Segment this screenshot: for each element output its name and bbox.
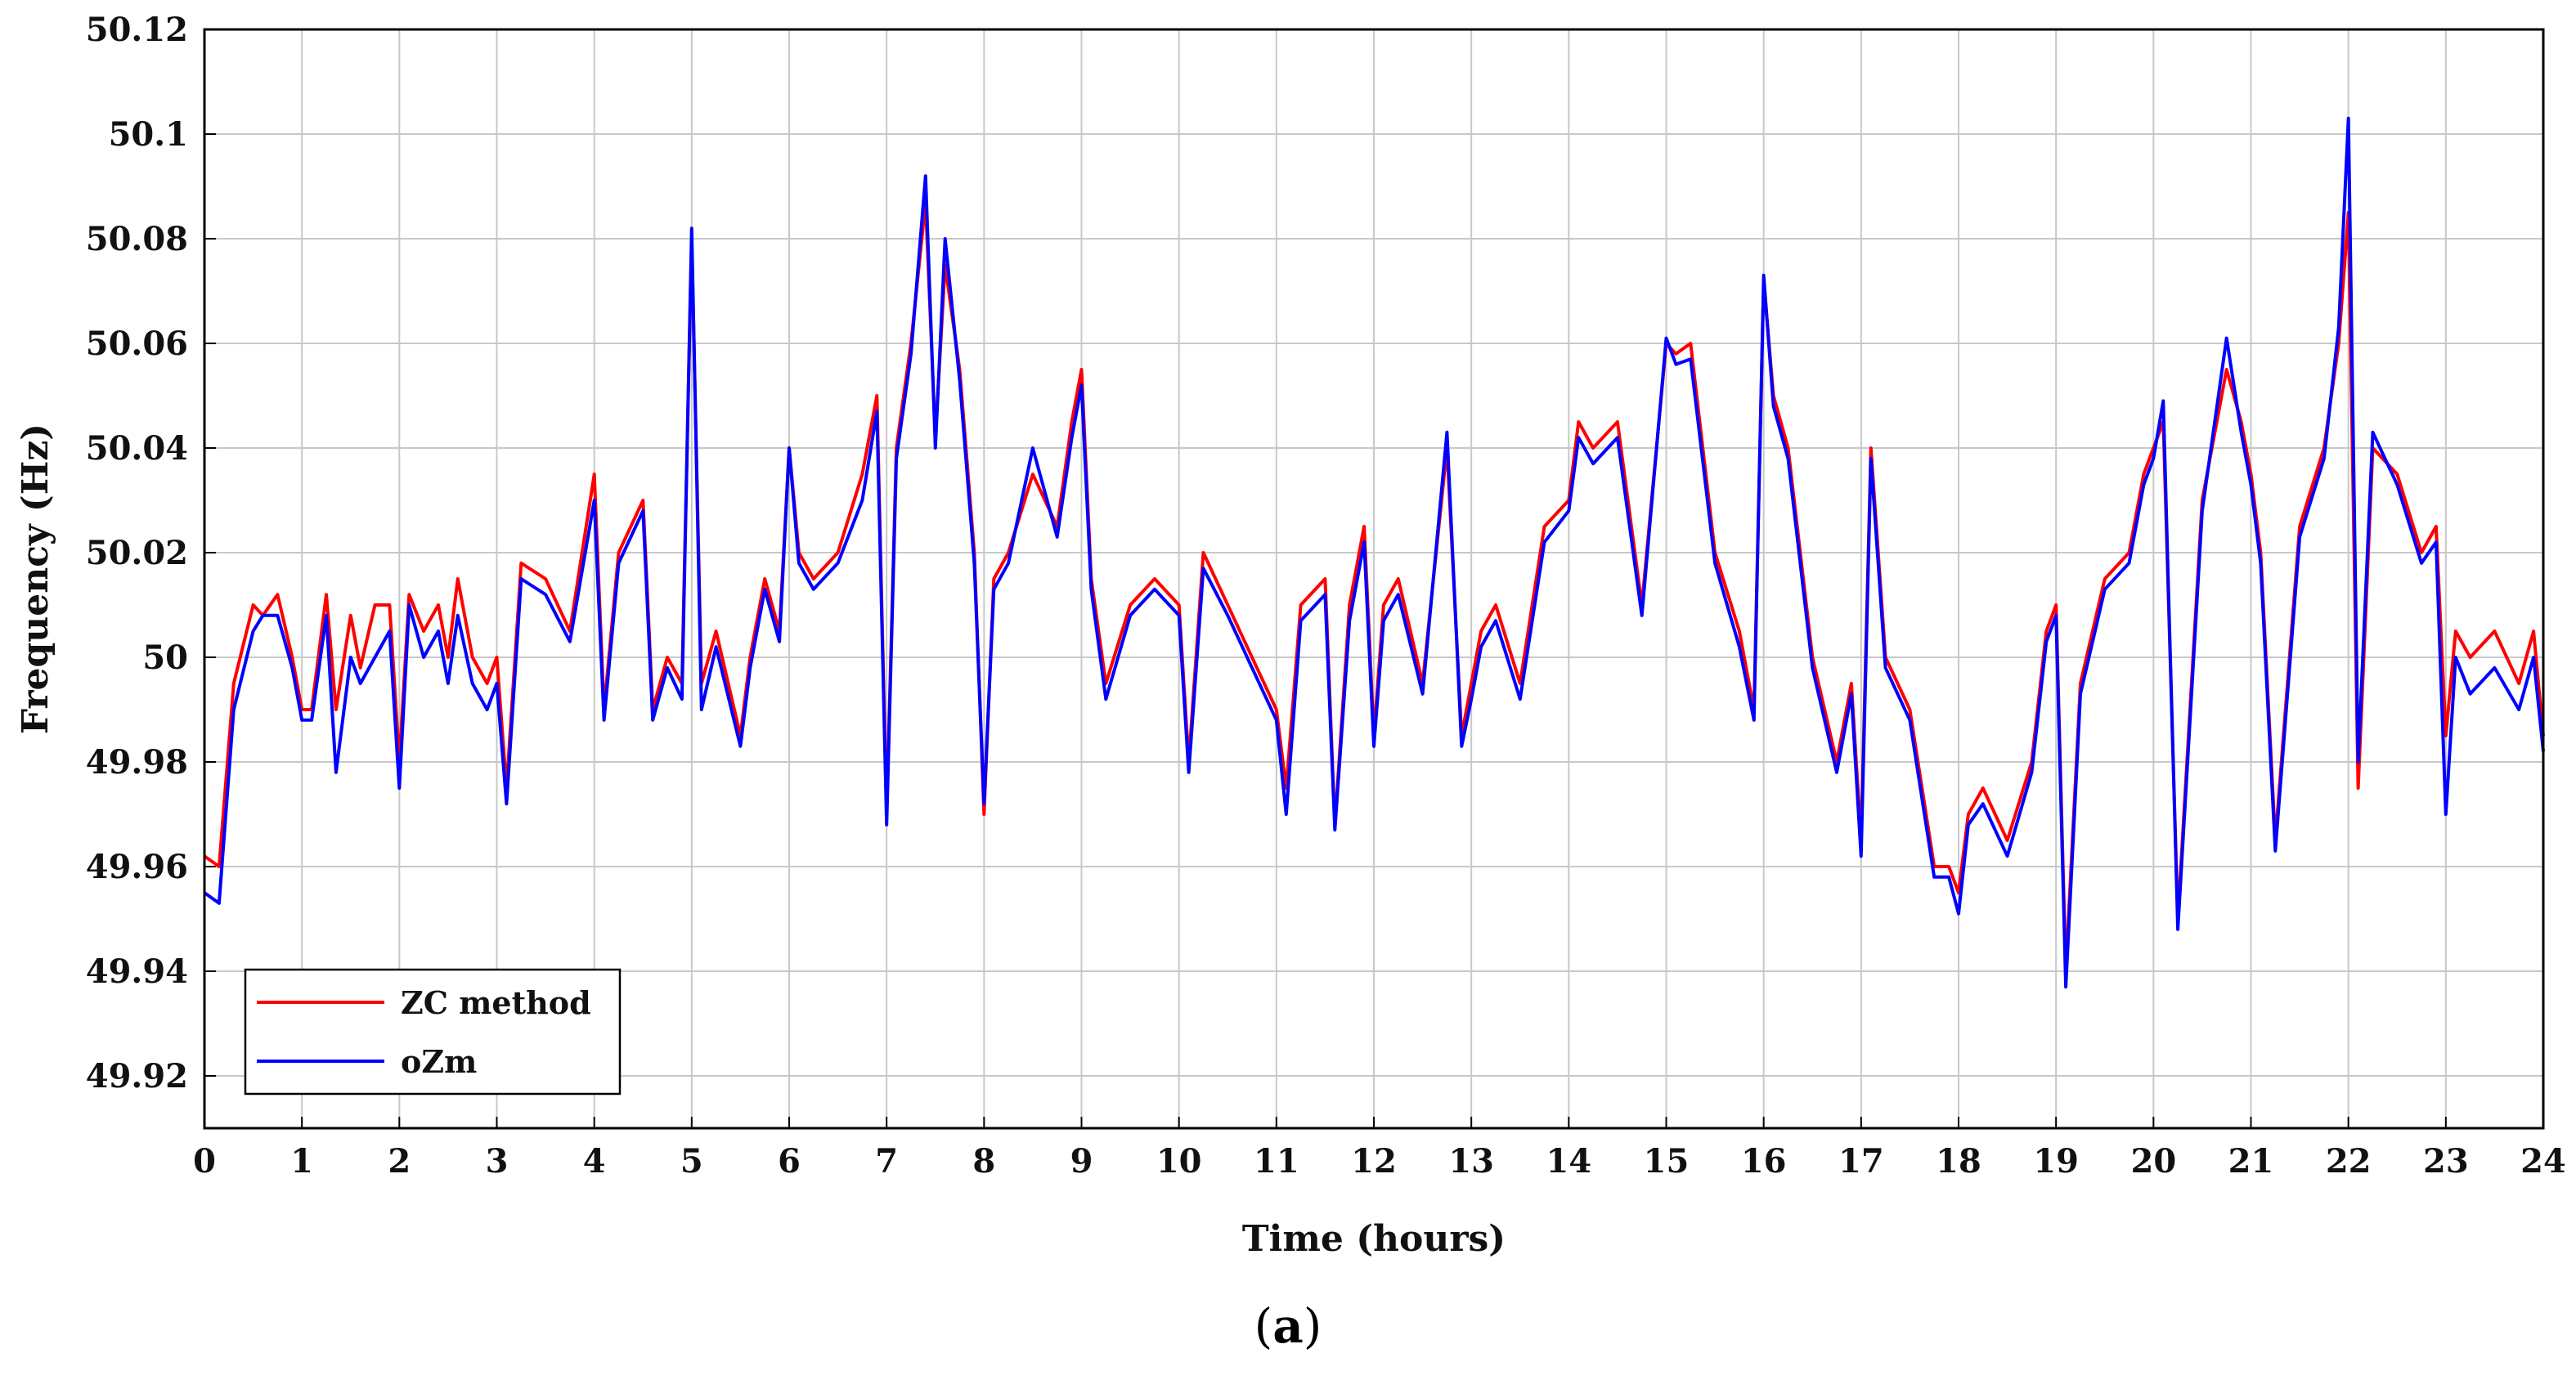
grid-layer [204,29,2544,1128]
x-axis-title: Time (hours) [1242,1218,1506,1260]
x-tick-label: 18 [1936,1142,1981,1181]
legend-label-zc-method: ZC method [401,984,591,1021]
y-tick-label: 50 [142,638,188,677]
series-layer [203,116,2545,989]
legend-box [244,968,622,1095]
y-tick-label: 50.12 [86,11,188,49]
y-tick-label: 50.08 [86,220,188,258]
x-tick-label: 11 [1254,1142,1299,1181]
y-axis-title: Frequency (Hz) [15,423,56,734]
x-tick-label: 1 [290,1142,313,1181]
x-tick-label: 3 [486,1142,509,1181]
x-tick-label: 9 [1070,1142,1093,1181]
x-tick-label: 13 [1448,1142,1494,1181]
y-tick-label: 49.96 [86,848,188,886]
x-tick-label: 16 [1741,1142,1787,1181]
x-tick-label: 22 [2326,1142,2372,1181]
y-tick-label: 49.92 [86,1057,188,1095]
x-tick-label: 10 [1156,1142,1202,1181]
caption-close-paren: ) [1303,1298,1322,1354]
x-tick-label: 15 [1644,1142,1690,1181]
x-tick-label: 19 [2033,1142,2079,1181]
y-tick-label: 50.1 [109,115,188,154]
x-tick-label: 23 [2423,1142,2469,1181]
y-axis: 49.92 49.94 49.96 49.98 50 50.02 50.04 50.06 50.… [86,11,216,1095]
x-tick-label: 24 [2520,1142,2566,1181]
x-tick-label: 4 [583,1142,606,1181]
x-tick-label: 12 [1351,1142,1397,1181]
x-tick-label: 8 [972,1142,995,1181]
figure-caption: (a) [0,1298,2576,1354]
x-tick-label: 0 [193,1142,216,1181]
y-tick-label: 50.04 [86,429,188,468]
caption-open-paren: ( [1254,1298,1273,1354]
y-tick-label: 50.06 [86,325,188,363]
y-tick-label: 49.94 [86,952,188,991]
legend-label-ozm: oZm [401,1043,477,1080]
caption-letter: a [1272,1298,1304,1354]
series-line-ozm [203,116,2545,989]
x-tick-label: 14 [1546,1142,1591,1181]
x-tick-label: 17 [1838,1142,1884,1181]
x-tick-label: 5 [680,1142,703,1181]
y-tick-label: 49.98 [86,743,188,782]
y-tick-label: 50.02 [86,534,188,572]
x-tick-label: 7 [875,1142,898,1181]
x-tick-label: 21 [2228,1142,2274,1181]
x-tick-label: 2 [388,1142,411,1181]
x-tick-label: 20 [2130,1142,2176,1181]
x-axis: 0 1 2 3 4 5 6 7 8 9 10 11 12 13 14 15 16 17 18 19 20 21 22 23 24 [193,1117,2566,1181]
legend: ZC method oZm [244,968,622,1095]
x-tick-label: 6 [778,1142,801,1181]
